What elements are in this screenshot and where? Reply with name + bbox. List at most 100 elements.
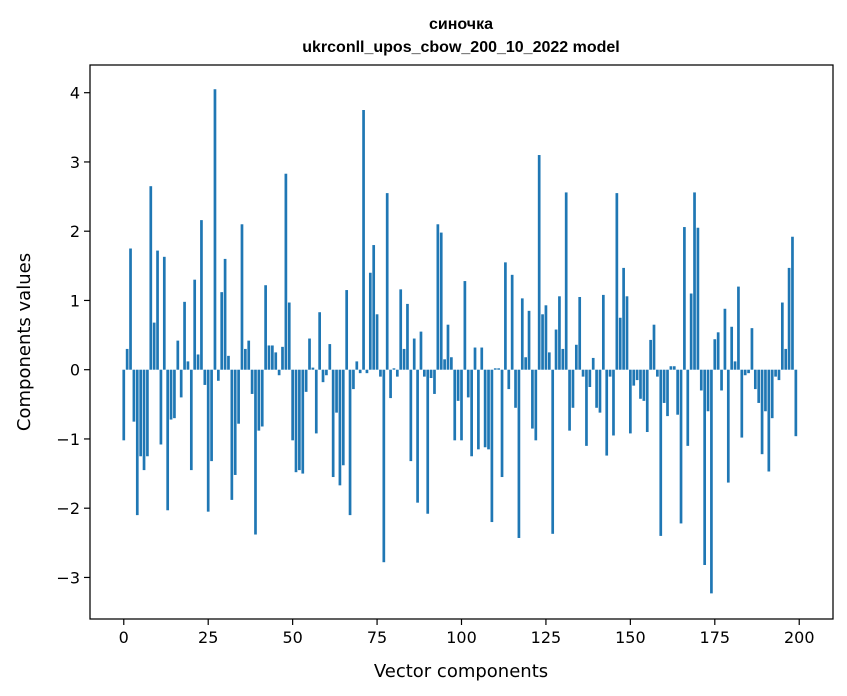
bar-47 [281, 346, 284, 370]
bar-7 [146, 369, 149, 457]
bar-65 [341, 369, 345, 466]
bar-70 [358, 369, 362, 374]
bar-54 [304, 369, 308, 392]
bar-31 [227, 355, 230, 370]
plot-frame [89, 64, 834, 620]
bar-112 [500, 369, 504, 478]
bar-11 [159, 369, 163, 445]
bar-149 [625, 296, 629, 370]
bar-138 [588, 369, 592, 388]
chart-title: синочка [429, 16, 493, 33]
bar-56 [311, 367, 315, 370]
bar-25 [206, 369, 210, 512]
bar-49 [287, 302, 291, 370]
bar-144 [608, 369, 612, 377]
bar-42 [264, 285, 267, 370]
bar-86 [412, 338, 416, 370]
bar-13 [166, 369, 170, 511]
bar-165 [679, 369, 683, 524]
bar-143 [605, 369, 609, 456]
bar-161 [666, 369, 669, 417]
bar-137 [585, 369, 588, 446]
bar-108 [487, 369, 490, 450]
bar-12 [162, 256, 166, 370]
bar-101 [463, 281, 467, 370]
bar-198 [791, 236, 794, 370]
x-tick-label: 50 [282, 628, 302, 647]
bar-72 [365, 369, 369, 374]
bar-36 [244, 348, 247, 370]
bar-136 [581, 369, 585, 377]
bar-117 [517, 369, 521, 538]
bar-123 [537, 155, 541, 370]
bar-174 [710, 369, 713, 594]
bar-22 [196, 354, 200, 370]
bar-124 [541, 314, 544, 370]
bar-60 [325, 369, 328, 376]
bar-118 [520, 298, 524, 370]
bar-94 [439, 232, 443, 370]
y-tick-label: 4 [70, 84, 80, 103]
bar-155 [645, 369, 649, 433]
bar-85 [409, 369, 413, 462]
bar-190 [764, 369, 767, 412]
bar-120 [527, 310, 531, 370]
bar-69 [355, 361, 359, 370]
bar-160 [662, 369, 666, 403]
x-tick-label: 150 [615, 628, 646, 647]
bar-71 [362, 110, 365, 370]
bar-140 [595, 369, 598, 408]
bar-64 [338, 369, 342, 486]
bar-111 [497, 368, 500, 370]
y-tick-label: 2 [70, 222, 80, 241]
bar-33 [233, 369, 237, 475]
bar-91 [429, 369, 433, 379]
bar-179 [726, 369, 730, 483]
bar-152 [635, 369, 639, 381]
bar-4 [135, 369, 139, 516]
bar-119 [524, 357, 528, 370]
y-axis-ticks: −3 −2 −1 0 1 2 3 4 [56, 84, 90, 587]
bar-35 [240, 224, 244, 370]
bar-58 [318, 312, 321, 370]
bar-113 [504, 262, 507, 370]
bar-109 [490, 369, 494, 523]
x-tick-label: 100 [446, 628, 477, 647]
bar-191 [767, 369, 771, 472]
bar-197 [787, 267, 791, 370]
bar-182 [737, 286, 740, 370]
bar-131 [564, 192, 568, 370]
bar-175 [713, 339, 717, 370]
x-axis-ticks: 0 25 50 75 100 125 150 175 200 [119, 619, 815, 647]
bar-116 [514, 369, 517, 408]
bar-24 [203, 369, 207, 385]
bar-84 [406, 303, 409, 370]
bar-59 [321, 369, 325, 383]
bar-8 [149, 186, 153, 370]
x-tick-label: 0 [119, 628, 129, 647]
bar-44 [271, 345, 274, 370]
bar-77 [382, 369, 386, 563]
bar-68 [352, 369, 355, 390]
bar-39 [254, 369, 257, 535]
bar-16 [176, 340, 180, 370]
bar-139 [591, 357, 595, 370]
bar-192 [770, 369, 774, 419]
bar-18 [183, 301, 186, 370]
bar-194 [777, 369, 781, 381]
bar-76 [379, 369, 382, 377]
bar-82 [399, 289, 403, 370]
bar-81 [395, 369, 399, 377]
bar-2 [129, 248, 132, 370]
bar-148 [622, 267, 625, 370]
x-tick-label: 25 [198, 628, 218, 647]
y-tick-label: −3 [56, 568, 80, 587]
bar-90 [426, 369, 430, 514]
bar-130 [561, 348, 565, 370]
bar-57 [314, 369, 318, 434]
bar-9 [152, 322, 156, 370]
x-tick-label: 200 [784, 628, 815, 647]
bar-3 [132, 369, 136, 422]
bar-41 [260, 369, 264, 427]
